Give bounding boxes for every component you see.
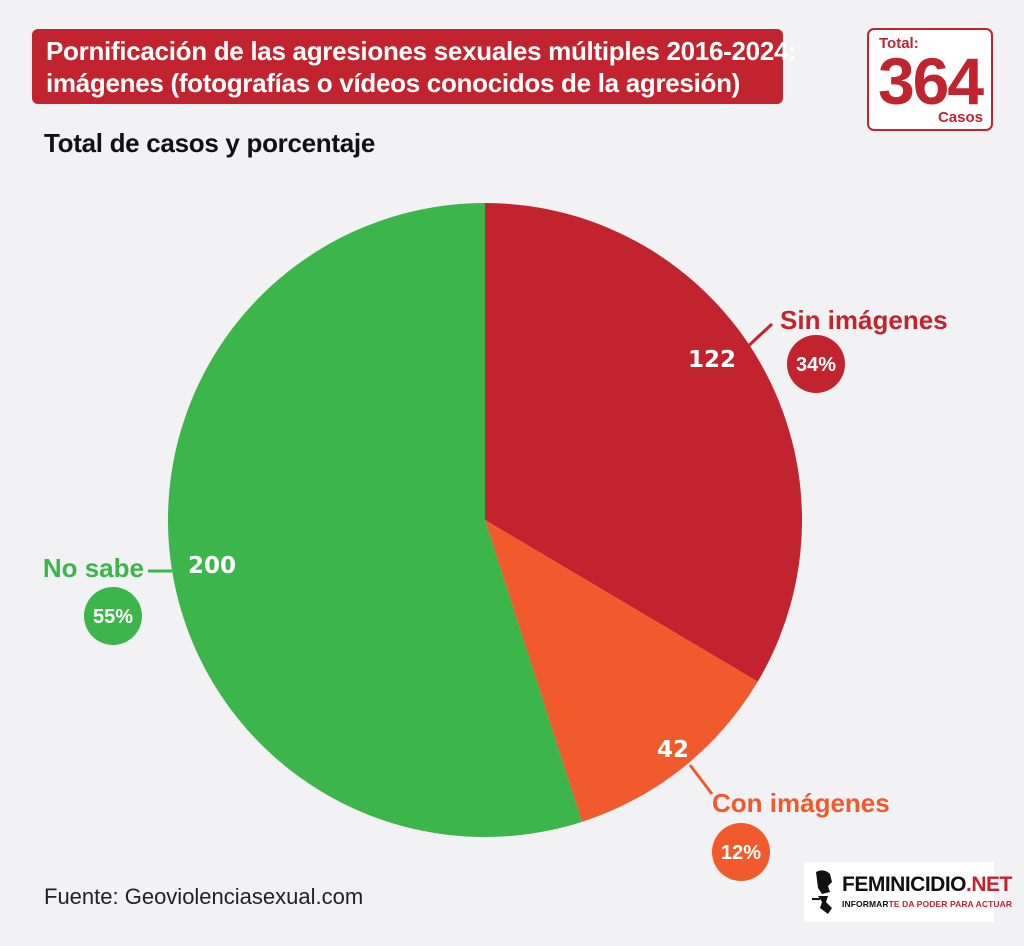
percent-badge-con-imagenes	[712, 823, 770, 881]
logo-name-main: FEMINICIDIO	[842, 873, 967, 896]
percent-label-sin-imagenes: 34%	[796, 354, 836, 376]
total-label: Total:	[879, 35, 919, 52]
leader-line-con-imagenes	[688, 764, 714, 795]
percent-label-con-imagenes: 12%	[721, 842, 761, 864]
percent-badge-sin-imagenes	[787, 335, 845, 393]
feminicidio-logo: FEMINICIDIO.NET INFORMARTE DA PODER PARA…	[804, 862, 1012, 922]
slice-value-label-sin-imagenes: 122	[688, 347, 736, 373]
total-value: 364	[877, 44, 984, 118]
title-banner: Pornificación de las agresiones sexuales…	[32, 29, 797, 104]
leader-line-sin-imagenes	[742, 322, 774, 352]
slice-category-label-no-sabe: No sabe	[43, 553, 144, 583]
title-line-2: imágenes (fotografías o vídeos conocidos…	[46, 68, 741, 98]
logo-tagline: INFORMARTE DA PODER PARA ACTUAR	[842, 899, 1012, 909]
chart-subtitle: Total de casos y porcentaje	[44, 128, 375, 158]
total-unit: Casos	[937, 109, 983, 126]
logo-figure-icon	[812, 870, 832, 914]
source-note: Fuente: Geoviolenciasexual.com	[44, 884, 364, 909]
logo-tagline-a: INFORMAR	[842, 899, 889, 909]
logo-tagline-b: TE DA PODER PARA ACTUAR	[888, 899, 1013, 909]
logo-name-suffix: .NET	[966, 873, 1012, 896]
pie-slice-con-imagenes	[485, 520, 758, 822]
percent-badge-no-sabe	[84, 587, 142, 645]
pie-slice-sin-imagenes	[485, 203, 803, 682]
logo-name: FEMINICIDIO.NET	[842, 873, 1012, 897]
percent-label-no-sabe: 55%	[93, 606, 133, 628]
slice-value-label-no-sabe: 200	[188, 553, 236, 579]
title-line-1: Pornificación de las agresiones sexuales…	[46, 36, 797, 66]
total-badge: Total: 364 Casos	[867, 28, 993, 131]
slice-category-label-con-imagenes: Con imágenes	[712, 788, 890, 818]
slice-value-label-con-imagenes: 42	[657, 737, 689, 763]
pie-slice-no-sabe	[167, 202, 582, 838]
slice-category-label-sin-imagenes: Sin imágenes	[780, 305, 948, 335]
